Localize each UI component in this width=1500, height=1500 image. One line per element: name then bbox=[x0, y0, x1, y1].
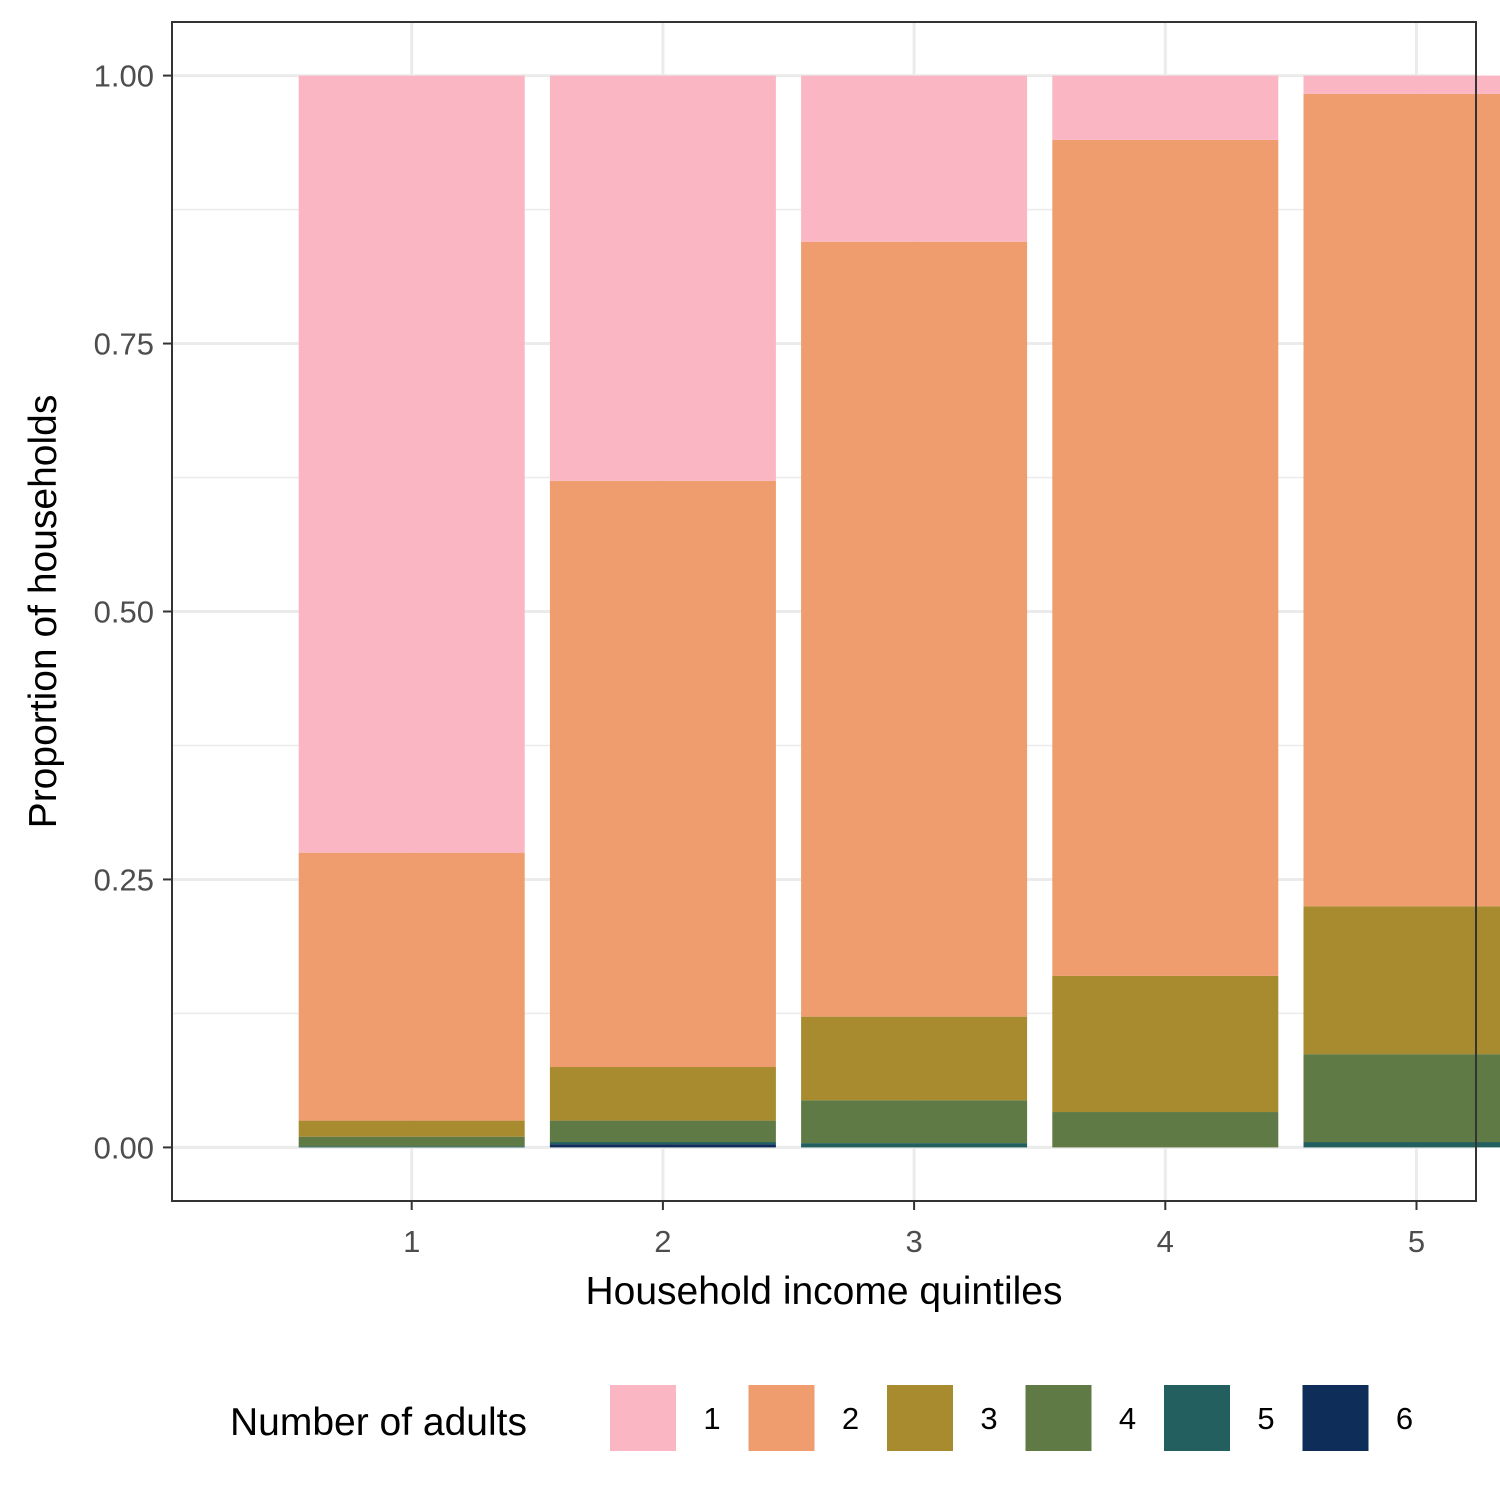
bar-segment-q5-adults-4 bbox=[1303, 1054, 1500, 1143]
bar-segment-q1-adults-4 bbox=[298, 1136, 525, 1147]
x-axis-title: Household income quintiles bbox=[586, 1270, 1063, 1313]
bar-segment-q4-adults-1 bbox=[1052, 75, 1279, 140]
legend-label-3: 3 bbox=[980, 1401, 997, 1436]
axes-layer: 0.00 0.25 0.50 0.75 1.00 1 2 3 4 5 bbox=[94, 59, 1425, 1259]
x-tick-label: 5 bbox=[1408, 1224, 1425, 1259]
bar-segment-q2-adults-5 bbox=[549, 1142, 776, 1145]
bar-segment-q2-adults-6 bbox=[549, 1144, 776, 1148]
x-tick-label: 2 bbox=[654, 1224, 671, 1259]
y-axis-title: Proportion of households bbox=[22, 395, 65, 829]
bar-segment-q2-adults-2 bbox=[549, 480, 776, 1068]
legend-key-2 bbox=[748, 1385, 815, 1451]
legend-key-4 bbox=[1025, 1385, 1092, 1451]
bar-segment-q3-adults-5 bbox=[801, 1143, 1028, 1148]
bar-segment-q3-adults-3 bbox=[801, 1016, 1028, 1101]
bar-segment-q5-adults-3 bbox=[1303, 906, 1500, 1055]
bar-segment-q3-adults-2 bbox=[801, 241, 1028, 1017]
bar-segment-q5-adults-2 bbox=[1303, 93, 1500, 907]
legend-label-2: 2 bbox=[842, 1401, 859, 1436]
bar-segment-q4-adults-3 bbox=[1052, 975, 1279, 1113]
bar-segment-q2-adults-1 bbox=[549, 75, 776, 481]
legend-key-3 bbox=[887, 1385, 953, 1451]
legend-key-5 bbox=[1164, 1385, 1230, 1451]
legend-label-5: 5 bbox=[1257, 1401, 1274, 1436]
legend-key-6 bbox=[1302, 1385, 1369, 1451]
bars-layer bbox=[298, 75, 1500, 1148]
bar-segment-q1-adults-5 bbox=[298, 1146, 525, 1148]
x-tick-label: 4 bbox=[1157, 1224, 1174, 1259]
legend-label-6: 6 bbox=[1396, 1401, 1413, 1436]
legend-title: Number of adults bbox=[230, 1401, 527, 1444]
bar-segment-q5-adults-5 bbox=[1303, 1142, 1500, 1148]
bar-segment-q3-adults-1 bbox=[801, 75, 1028, 242]
y-tick-label: 1.00 bbox=[94, 59, 154, 94]
bar-segment-q2-adults-3 bbox=[549, 1067, 776, 1121]
x-tick-label: 1 bbox=[403, 1224, 420, 1259]
legend-key-1 bbox=[610, 1385, 676, 1451]
bar-segment-q1-adults-2 bbox=[298, 852, 525, 1121]
bar-segment-q1-adults-1 bbox=[298, 75, 525, 853]
y-tick-label: 0.75 bbox=[94, 327, 154, 362]
legend: Number of adults 1 2 3 4 5 6 bbox=[230, 1385, 1413, 1451]
bar-segment-q5-adults-1 bbox=[1303, 75, 1500, 94]
legend-label-4: 4 bbox=[1119, 1401, 1136, 1436]
x-tick-label: 3 bbox=[905, 1224, 922, 1259]
y-tick-label: 0.00 bbox=[94, 1130, 154, 1165]
y-tick-label: 0.50 bbox=[94, 595, 154, 630]
legend-label-1: 1 bbox=[703, 1401, 720, 1436]
bar-segment-q4-adults-2 bbox=[1052, 139, 1279, 976]
bar-segment-q4-adults-4 bbox=[1052, 1112, 1279, 1148]
bar-segment-q2-adults-4 bbox=[549, 1120, 776, 1143]
bar-segment-q3-adults-4 bbox=[801, 1100, 1028, 1144]
y-tick-label: 0.25 bbox=[94, 862, 154, 897]
bar-segment-q1-adults-3 bbox=[298, 1120, 525, 1137]
